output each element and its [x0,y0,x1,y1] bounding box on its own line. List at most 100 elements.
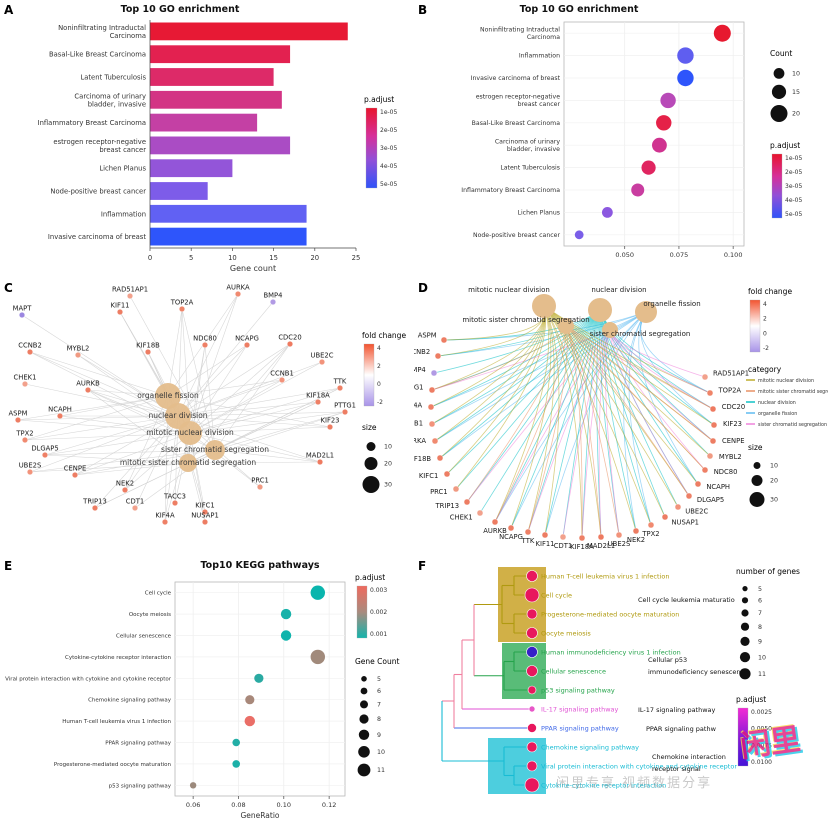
data-point [631,183,645,197]
network-edge [17,415,179,421]
bar-category-label: Noninfiltrating Intraductal [58,24,146,32]
panel-letter: C [4,281,13,295]
x-tick-label: 15 [269,254,278,262]
gene-node [234,290,241,297]
data-point [660,92,676,109]
leaf-label: Chemokine signaling pathway [541,743,639,751]
gene-label: TPX2 [15,430,33,438]
legend-title: fold change [748,287,792,296]
gene-label: MYBL2 [719,453,742,461]
network-edge [544,311,647,536]
plot-panel [563,21,745,247]
gene-label: KIFC1 [195,502,214,510]
gene-node [615,531,623,539]
legend-gradient [749,299,761,353]
network-edge [177,344,248,417]
gene-label: MAD2L1 [306,452,334,460]
legend-size-dot [749,492,765,507]
network-edge [543,305,583,539]
term-label: mitotic sister chromatid segregation [462,316,589,324]
row-label: Carcinoma [527,34,560,41]
gene-node [647,521,655,529]
network-edge [174,415,179,504]
network-edge [527,329,611,533]
bar [150,136,291,155]
gene-label: TTK [521,537,535,545]
row-label: Cytokine-cytokine receptor interaction [65,655,172,661]
gene-label: RAD51AP1 [112,286,148,294]
legend-category-label: sister chromatid segregation [758,422,827,428]
bar [150,90,282,109]
network-edge [510,305,552,529]
data-point [310,585,325,600]
gene-label: UBE2C [685,508,708,516]
row-label: Inflammatory Breast Carcinoma [461,187,560,194]
network-edge [433,309,601,374]
network-edge [543,305,679,508]
gene-node [701,466,709,474]
legend-size-dot [773,68,785,79]
network-edge [189,432,321,463]
network-edge [214,449,321,463]
gene-label: DLGAP5 [697,496,724,504]
network-edge [59,395,169,417]
gene-label: TACC3 [163,493,186,501]
x-tick-label: 0.100 [724,251,743,259]
gene-label: NCAPG [235,335,259,343]
network-edge [74,415,179,476]
legend-gradient [356,585,368,639]
gene-label: TRIP13 [434,502,459,510]
network-edge [167,344,248,397]
gene-node [257,483,264,490]
legend-size-dot [739,652,751,663]
legend-size-dot [751,475,763,486]
bar-category-label: Inflammation [101,210,146,218]
data-point [677,47,694,64]
leaf-dot [524,777,540,793]
gene-label: PTTG1 [414,384,423,392]
legend-title: category [748,365,782,374]
gene-label: NCAPG [499,533,523,541]
gene-label: CDC20 [722,403,745,411]
network-edge [623,311,647,532]
gene-label: KIF4A [155,512,175,520]
gene-node [131,504,138,511]
legend-tick-label: 0.0100 [751,759,772,766]
row-label: Node-positive breast cancer [473,232,560,239]
gene-label: AURKA [414,437,426,445]
gene-label: CENPE [64,465,87,473]
gene-label: PTTG1 [334,402,356,410]
gene-node [597,533,605,541]
bar-category-label: breast cancer [99,146,146,154]
legend-title: number of genes [736,567,800,576]
legend-size-dot [739,668,751,680]
network-edge [177,387,341,417]
gene-node [57,412,64,419]
gene-node [709,405,717,413]
network-edge [134,449,216,509]
panel-title: Top 10 GO enrichment [121,4,240,15]
gene-label: CCNB2 [414,348,430,356]
network-edge [599,309,637,532]
legend-size-dot [357,763,371,777]
network-edge [124,415,179,491]
gene-node [661,513,669,521]
gene-label: KIF18A [570,543,594,551]
gene-label: MYBL2 [67,345,90,353]
data-point [254,673,264,683]
x-tick-label: 0.10 [277,801,291,809]
gene-node [327,423,334,430]
data-point [713,24,731,42]
network-edge [510,311,647,529]
bar-category-label: Node-positive breast cancer [50,188,146,196]
legend-size-dot [741,597,749,604]
data-point [310,649,325,665]
gene-node [436,454,444,462]
legend-size-label: 20 [384,461,392,468]
gene-label: CCNB2 [18,342,42,350]
row-label: Invasive carcinoma of breast [471,75,561,82]
gene-node [22,380,29,387]
legend-size-label: 6 [758,598,762,605]
network-edge [543,305,652,526]
